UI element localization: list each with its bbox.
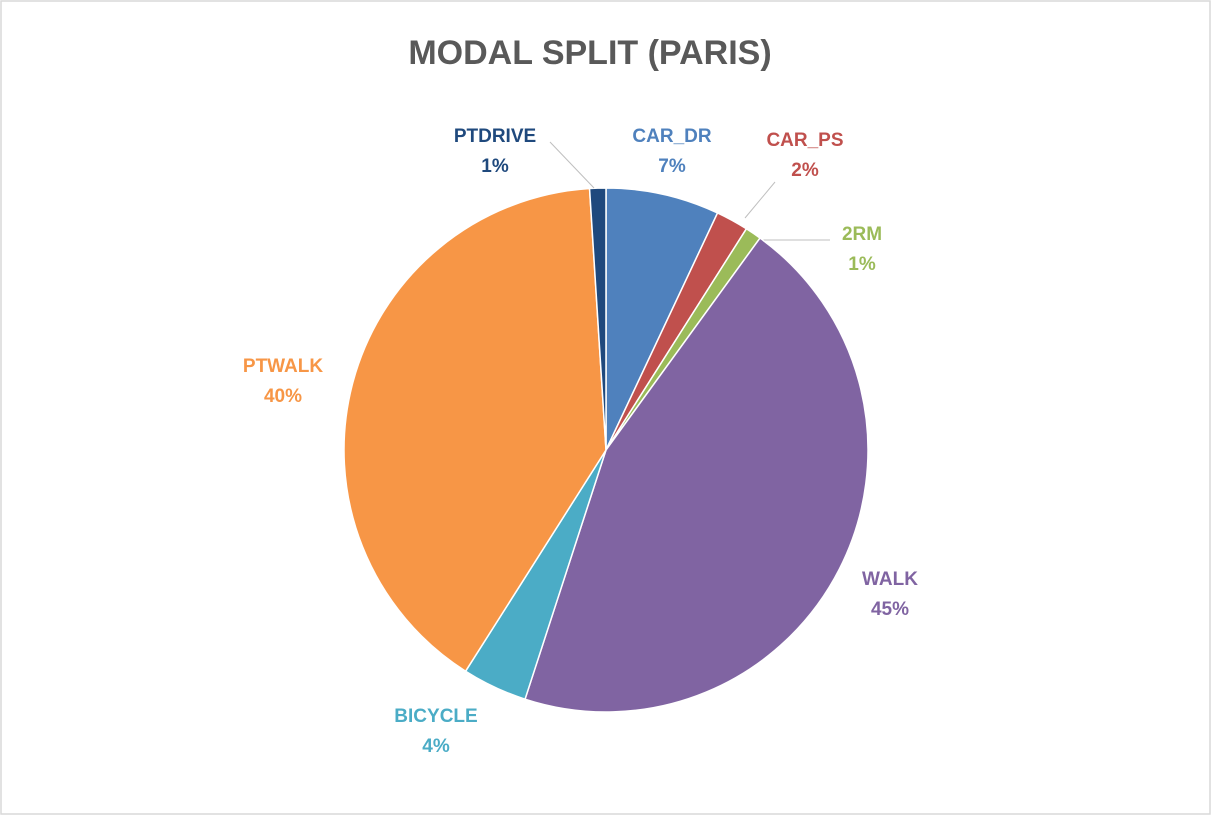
category-label: CAR_PS — [766, 130, 843, 151]
pie-slice — [588, 187, 607, 451]
category-label: PTDRIVE — [454, 126, 536, 147]
value-label: 7% — [658, 156, 686, 177]
chart-title: MODAL SPLIT (PARIS) — [408, 34, 771, 72]
pie-slice — [605, 187, 719, 451]
category-label: WALK — [862, 569, 918, 590]
leader-line — [744, 181, 776, 219]
category-label: BICYCLE — [394, 706, 477, 727]
value-label: 2% — [791, 160, 819, 181]
value-label: 4% — [422, 736, 450, 757]
value-label: 45% — [871, 599, 909, 620]
category-label: PTWALK — [243, 356, 323, 377]
pie-slice — [343, 187, 607, 673]
leader-line — [549, 141, 595, 189]
category-label: 2RM — [842, 224, 882, 245]
pie-slice — [524, 236, 869, 713]
value-label: 1% — [481, 156, 509, 177]
value-label: 40% — [264, 386, 302, 407]
category-label: CAR_DR — [632, 126, 711, 147]
value-label: 1% — [848, 254, 876, 275]
